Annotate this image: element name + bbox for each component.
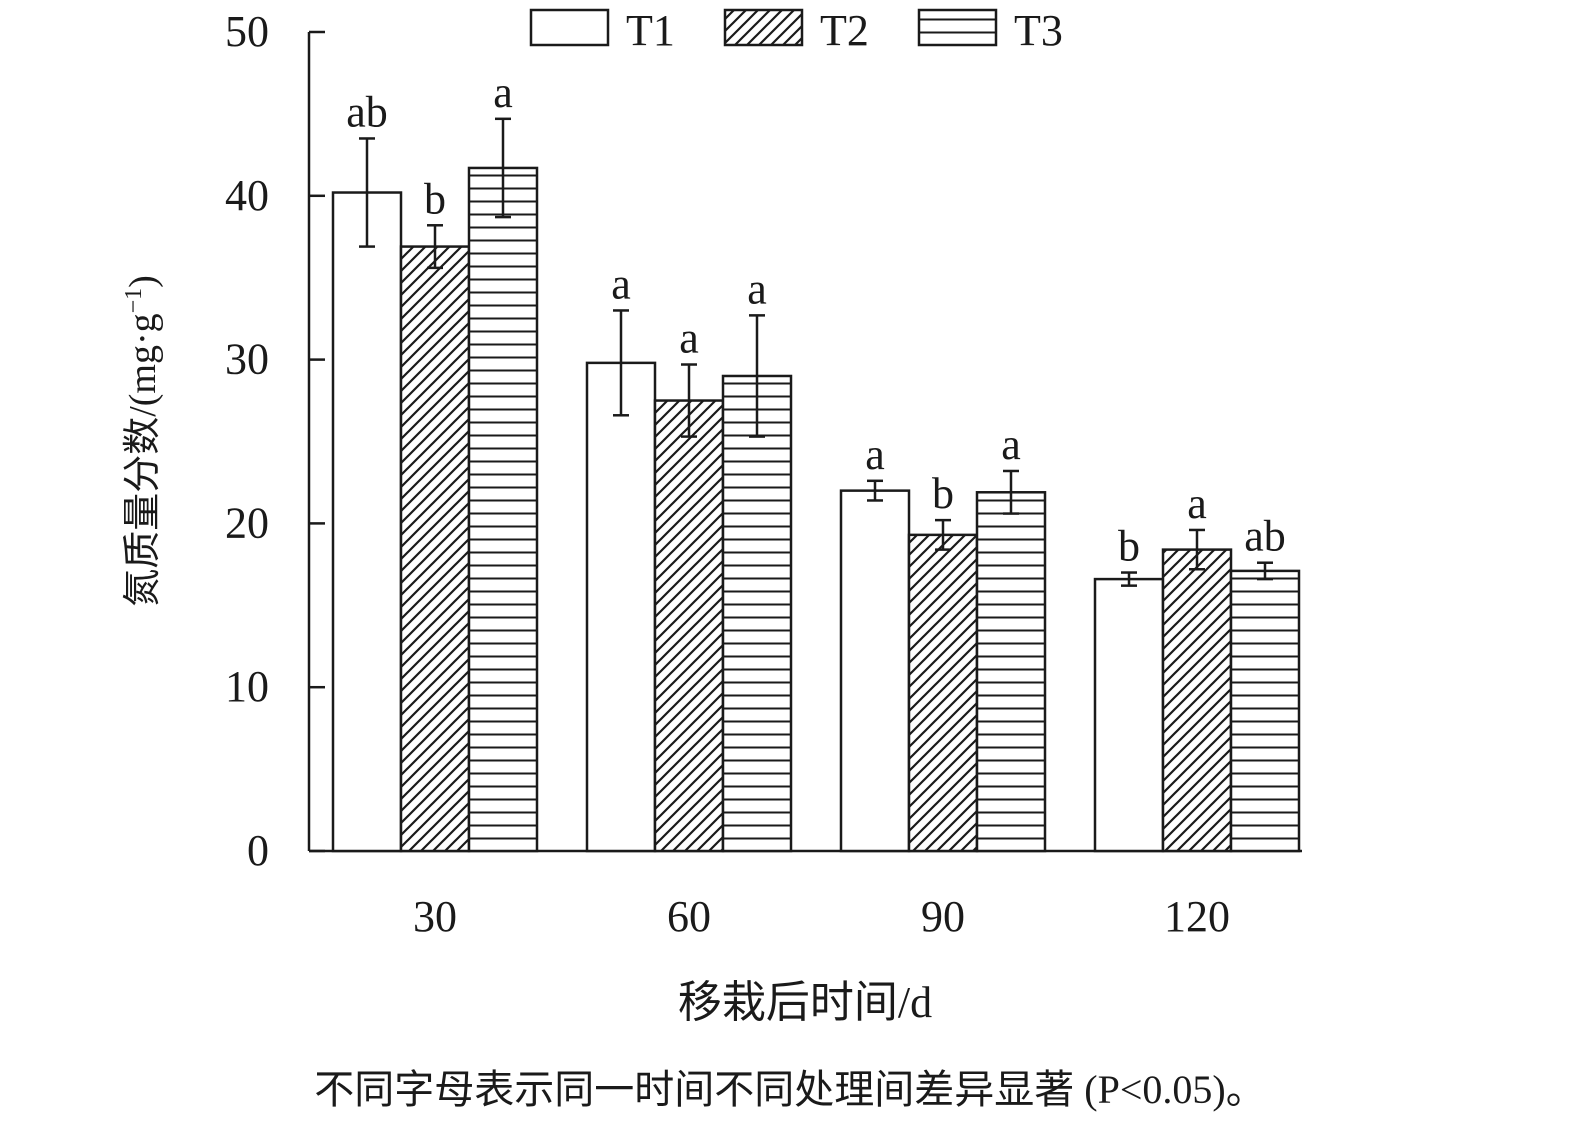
- legend-swatch: [917, 8, 998, 47]
- y-tick-label: 0: [247, 826, 269, 875]
- bar-t2-90: [907, 533, 979, 853]
- significance-letter: b: [424, 174, 446, 223]
- bar-t2-60: [653, 399, 725, 853]
- figure-note: 不同字母表示同一时间不同处理间差异显著 (P<0.05)。: [314, 1067, 1265, 1112]
- error-bar: [681, 363, 697, 438]
- bar-t2-120: [1161, 548, 1233, 853]
- y-tick-label: 30: [225, 335, 269, 384]
- legend-swatch: [723, 8, 804, 47]
- bar-t2-30: [399, 245, 471, 853]
- y-axis-label: 氮质量分数/(mg·g−1): [121, 275, 164, 607]
- legend-item-t2: T2: [723, 6, 869, 55]
- error-bar: [749, 314, 765, 438]
- legend: T1 T2 T3: [529, 6, 1063, 55]
- x-tick-label: 120: [1164, 892, 1230, 941]
- significance-letter: b: [1118, 522, 1140, 571]
- legend-label: T1: [626, 6, 675, 55]
- x-axis-label: 移栽后时间/d: [678, 978, 932, 1027]
- significance-letter: a: [679, 314, 699, 363]
- x-tick-label: 30: [413, 892, 457, 941]
- error-bar: [495, 117, 511, 219]
- x-tick-label: 60: [667, 892, 711, 941]
- error-bars: [359, 117, 1273, 587]
- y-tick-label: 10: [225, 662, 269, 711]
- significance-letter: b: [932, 469, 954, 518]
- bar-t1-60: [585, 361, 657, 853]
- bar-t3-30: [467, 166, 539, 853]
- error-bar: [1257, 561, 1273, 581]
- significance-letter: a: [493, 68, 513, 117]
- significance-letter: a: [747, 264, 767, 313]
- y-axis-label-superscript: −1: [121, 288, 147, 314]
- y-tick-label: 50: [225, 7, 269, 56]
- significance-letter: a: [865, 430, 885, 479]
- error-bar: [1121, 571, 1137, 587]
- bar-t1-30: [331, 191, 403, 853]
- y-tick-label: 20: [225, 498, 269, 547]
- bars: [331, 166, 1301, 853]
- bar-t3-90: [975, 491, 1047, 853]
- significance-letter: a: [611, 259, 631, 308]
- bar-t3-60: [721, 374, 793, 853]
- y-axis-label-main: 氮质量分数/(mg·g: [122, 313, 164, 606]
- error-bar: [1003, 469, 1019, 515]
- legend-item-t1: T1: [529, 6, 675, 55]
- y-ticks: 0 10 20 30 40 50: [225, 7, 325, 875]
- bar-t1-120: [1093, 577, 1165, 853]
- bar-t3-120: [1229, 569, 1301, 853]
- legend-label: T2: [820, 6, 869, 55]
- significance-letter: a: [1001, 420, 1021, 469]
- error-bar: [359, 137, 375, 248]
- y-axis-label-close: ): [122, 275, 164, 288]
- bar-t1-90: [839, 489, 911, 853]
- significance-letter: a: [1187, 479, 1207, 528]
- error-bar: [935, 518, 951, 551]
- significance-letter: ab: [346, 87, 388, 136]
- error-bar: [427, 224, 443, 270]
- error-bar: [867, 479, 883, 502]
- y-tick-label: 40: [225, 171, 269, 220]
- legend-item-t3: T3: [917, 6, 1063, 55]
- legend-swatch: [529, 8, 610, 47]
- significance-letter: ab: [1244, 512, 1286, 561]
- x-tick-label: 90: [921, 892, 965, 941]
- error-bar: [1189, 528, 1205, 571]
- x-tick-labels: 30 60 90 120: [413, 892, 1230, 941]
- legend-label: T3: [1014, 6, 1063, 55]
- error-bar: [613, 309, 629, 417]
